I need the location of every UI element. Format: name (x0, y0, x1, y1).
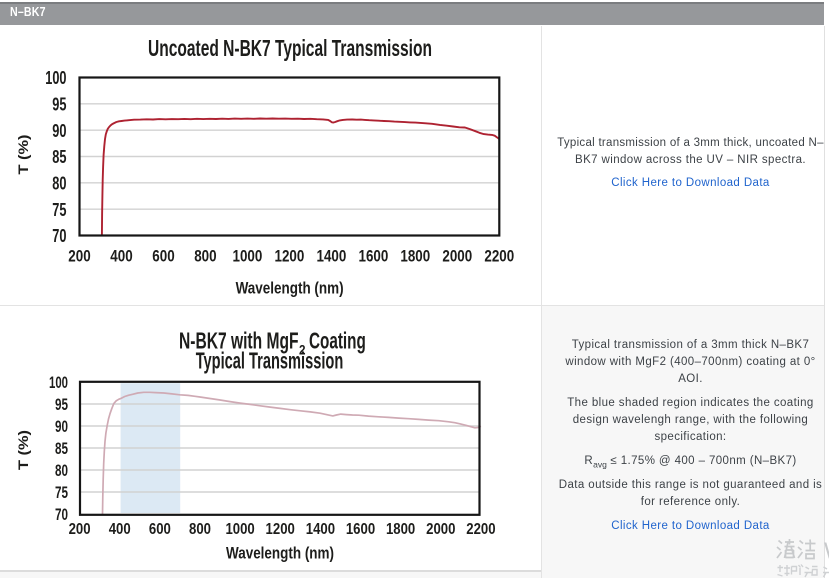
svg-text:Wavelength (nm): Wavelength (nm) (226, 544, 334, 562)
svg-text:2000: 2000 (442, 248, 472, 266)
svg-text:1400: 1400 (317, 248, 347, 266)
svg-text:100: 100 (45, 68, 66, 88)
svg-text:85: 85 (55, 440, 68, 458)
svg-text:95: 95 (52, 94, 66, 114)
svg-text:Wavelength (nm): Wavelength (nm) (236, 279, 344, 297)
svg-text:80: 80 (55, 462, 68, 480)
svg-text:800: 800 (194, 248, 216, 266)
svg-text:75: 75 (55, 484, 68, 502)
svg-text:Uncoated N-BK7 Typical Transmi: Uncoated N-BK7 Typical Transmission (148, 35, 432, 61)
svg-text:70: 70 (52, 226, 66, 246)
svg-text:1400: 1400 (306, 521, 335, 538)
svg-text:200: 200 (68, 248, 90, 266)
svg-text:200: 200 (69, 521, 91, 538)
svg-text:80: 80 (52, 173, 66, 193)
svg-text:600: 600 (152, 248, 174, 266)
svg-text:2000: 2000 (426, 521, 455, 538)
svg-text:T (%): T (%) (15, 135, 31, 175)
svg-text:400: 400 (110, 248, 132, 266)
svg-text:100: 100 (49, 374, 68, 392)
svg-text:90: 90 (52, 121, 66, 141)
svg-text:70: 70 (55, 506, 68, 524)
svg-text:400: 400 (109, 521, 131, 538)
svg-text:75: 75 (52, 200, 66, 220)
svg-text:2200: 2200 (484, 248, 514, 266)
svg-text:1200: 1200 (275, 248, 305, 266)
svg-text:1200: 1200 (266, 521, 295, 538)
svg-text:800: 800 (189, 521, 211, 538)
svg-text:85: 85 (52, 147, 66, 167)
svg-text:Coating: Coating (309, 328, 366, 354)
svg-text:1800: 1800 (386, 521, 415, 538)
svg-text:1600: 1600 (359, 248, 389, 266)
svg-text:1800: 1800 (400, 248, 430, 266)
svg-text:T (%): T (%) (15, 430, 31, 470)
svg-text:2200: 2200 (466, 521, 495, 538)
svg-text:Typical Transmission: Typical Transmission (196, 347, 344, 373)
svg-text:1600: 1600 (346, 521, 375, 538)
svg-text:600: 600 (149, 521, 171, 538)
svg-text:90: 90 (55, 418, 68, 436)
svg-text:2: 2 (299, 343, 306, 358)
svg-text:1000: 1000 (233, 248, 263, 266)
svg-text:1000: 1000 (225, 521, 254, 538)
svg-text:95: 95 (55, 396, 68, 414)
svg-text:N-BK7 with MgF: N-BK7 with MgF (179, 328, 299, 354)
svg-text:W: W (824, 538, 829, 564)
